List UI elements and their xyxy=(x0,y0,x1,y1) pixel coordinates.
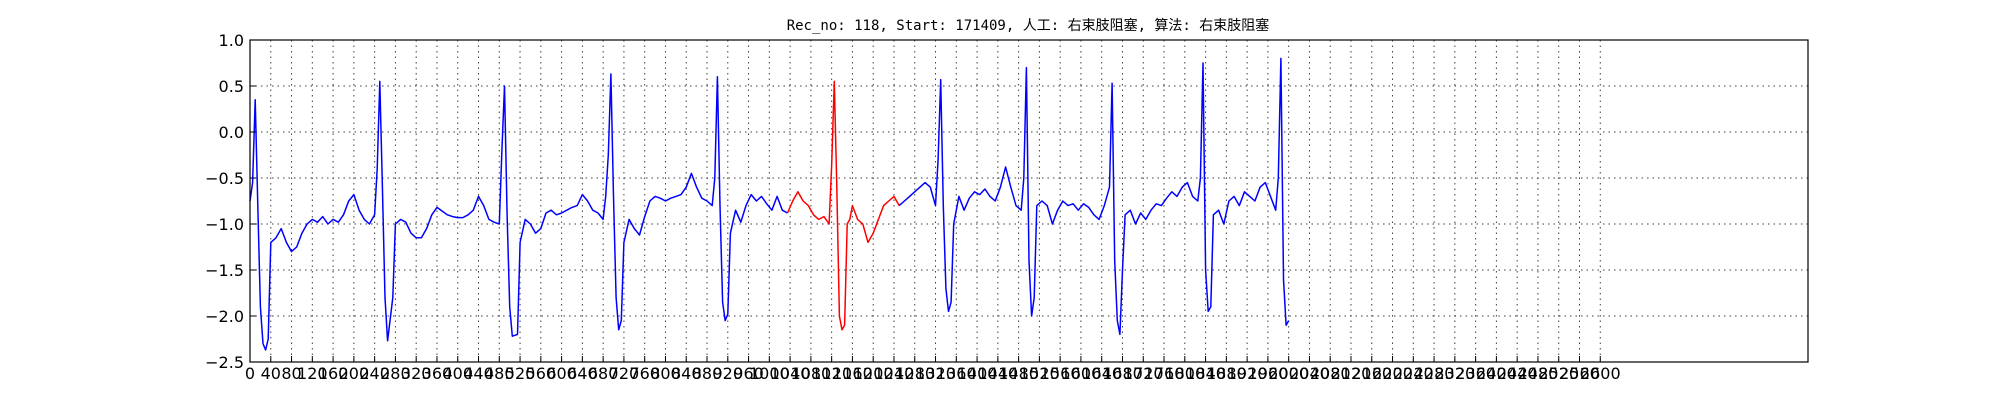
x-tick-label: 1520 xyxy=(1019,364,1060,383)
x-tick-label: 2240 xyxy=(1393,364,1434,383)
x-tick-label: 760 xyxy=(629,364,660,383)
x-tick-label: 360 xyxy=(422,364,453,383)
x-tick-label: 2000 xyxy=(1268,364,1309,383)
x-tick-label: 200 xyxy=(339,364,370,383)
x-tick-label: 2120 xyxy=(1331,364,1372,383)
x-tick-label: 720 xyxy=(609,364,640,383)
grid-layer xyxy=(249,39,1808,363)
x-tick-label: 80 xyxy=(281,364,301,383)
x-tick-label: 1480 xyxy=(998,364,1039,383)
x-tick-label: 240 xyxy=(359,364,390,383)
x-tick-label: 1680 xyxy=(1102,364,1143,383)
x-tick-label: 2200 xyxy=(1372,364,1413,383)
x-tick-label: 1880 xyxy=(1206,364,1247,383)
x-tick-label: 560 xyxy=(526,364,557,383)
x-tick-label: 600 xyxy=(546,364,577,383)
chart-title: Rec_no: 118, Start: 171409, 人工: 右束肢阻塞, 算… xyxy=(787,17,1270,34)
x-tick-label: 1720 xyxy=(1123,364,1164,383)
x-tick-label: 1760 xyxy=(1144,364,1185,383)
x-tick-label: 2080 xyxy=(1310,364,1351,383)
series-layer xyxy=(249,57,1290,351)
x-tick-label: 2320 xyxy=(1434,364,1475,383)
x-tick-label: 1120 xyxy=(811,364,852,383)
x-tick-label: 1640 xyxy=(1081,364,1122,383)
x-tick-label: 1000 xyxy=(749,364,790,383)
x-tick-label: 0 xyxy=(245,364,255,383)
x-tick-label: 640 xyxy=(567,364,598,383)
y-tick-label: −0.5 xyxy=(205,169,244,188)
x-tick-label: 2040 xyxy=(1289,364,1330,383)
x-tick-label: 1200 xyxy=(853,364,894,383)
y-tick-label: −1.0 xyxy=(205,215,244,234)
x-tick-label: 320 xyxy=(401,364,432,383)
series-line-2 xyxy=(786,80,900,331)
x-tick-label: 800 xyxy=(650,364,681,383)
y-tick-label: 0.5 xyxy=(219,77,244,96)
series-line-3 xyxy=(898,57,1290,336)
x-tick-label: 1560 xyxy=(1040,364,1081,383)
x-tick-label: 2400 xyxy=(1476,364,1517,383)
x-tick-label: 1440 xyxy=(977,364,1018,383)
x-tick-label: 1600 xyxy=(1061,364,1102,383)
x-tick-label: 2600 xyxy=(1580,364,1621,383)
x-tick-label: 2360 xyxy=(1455,364,1496,383)
x-tick-label: 920 xyxy=(713,364,744,383)
x-tick-label: 2280 xyxy=(1414,364,1455,383)
x-tick-label: 2520 xyxy=(1538,364,1579,383)
x-tick-label: 680 xyxy=(588,364,619,383)
x-tick-label: 2160 xyxy=(1351,364,1392,383)
x-tick-label: 1160 xyxy=(832,364,873,383)
x-tick-label: 2440 xyxy=(1497,364,1538,383)
x-tick-label: 2560 xyxy=(1559,364,1600,383)
x-tick-label: 120 xyxy=(297,364,328,383)
x-tick-label: 40 xyxy=(261,364,281,383)
x-tick-label: 1040 xyxy=(770,364,811,383)
x-tick-label: 1800 xyxy=(1164,364,1205,383)
x-tick-label: 1920 xyxy=(1227,364,1268,383)
x-tick-label: 1840 xyxy=(1185,364,1226,383)
x-tick-label: 400 xyxy=(442,364,473,383)
x-tick-label: 1080 xyxy=(791,364,832,383)
x-tick-label: 840 xyxy=(671,364,702,383)
x-tick-label: 1360 xyxy=(936,364,977,383)
x-tick-label: 520 xyxy=(505,364,536,383)
x-tick-label: 480 xyxy=(484,364,515,383)
series-line-1 xyxy=(249,73,788,351)
x-tick-label: 1400 xyxy=(957,364,998,383)
x-tick-label: 280 xyxy=(380,364,411,383)
y-tick-label: 1.0 xyxy=(219,31,244,50)
x-tick-label: 160 xyxy=(318,364,349,383)
y-tick-label: −2.5 xyxy=(205,353,244,372)
plot-frame xyxy=(249,39,1809,363)
x-tick-label: 1240 xyxy=(874,364,915,383)
x-tick-label: 2480 xyxy=(1518,364,1559,383)
x-tick-label: 1320 xyxy=(915,364,956,383)
y-tick-label: 0.0 xyxy=(219,123,244,142)
y-tick-label: −1.5 xyxy=(205,261,244,280)
axis-layer: 1.00.50.0−0.5−1.0−1.5−2.0−2.50 40 80120160… xyxy=(205,31,1620,383)
x-tick-label: 1280 xyxy=(894,364,935,383)
x-tick-label: 1960 xyxy=(1248,364,1289,383)
x-tick-label: 960 xyxy=(733,364,764,383)
x-tick-label: 880 xyxy=(692,364,723,383)
x-tick-label: 440 xyxy=(463,364,494,383)
y-tick-label: −2.0 xyxy=(205,307,244,326)
